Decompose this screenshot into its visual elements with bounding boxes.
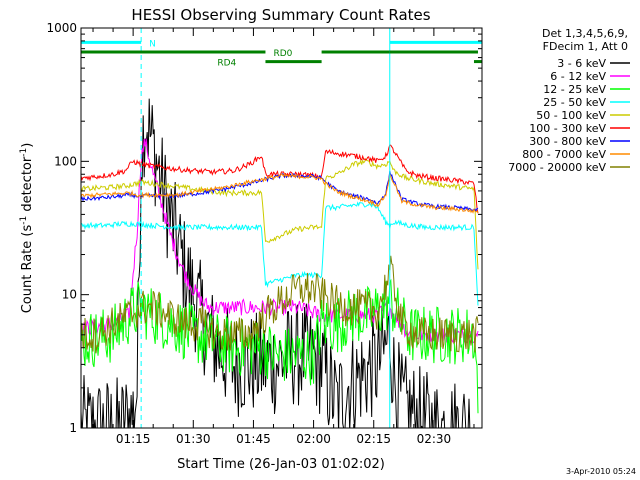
mode-label-n: N (149, 39, 156, 49)
y-axis-label-main: Count Rate (s (20, 225, 35, 314)
y-axis-label: Count Rate (s-1 detector-1) (19, 143, 35, 314)
x-tick-label: 01:30 (176, 432, 211, 446)
plot-overlays: N RD0 RD4 (81, 28, 483, 428)
legend-label: 50 - 100 keV (536, 109, 606, 122)
legend-header-line-2: FDecim 1, Att 0 (543, 40, 628, 53)
chart-title: HESSI Observing Summary Count Rates (131, 6, 430, 24)
mode-label-rd4: RD4 (217, 59, 236, 69)
y-tick-label: 1 (69, 421, 77, 435)
x-tick-label: 01:15 (116, 432, 151, 446)
x-tick-label: 02:15 (356, 432, 391, 446)
y-tick-label: 10 (62, 288, 77, 302)
plot-series (81, 98, 479, 428)
legend-label: 3 - 6 keV (557, 57, 606, 70)
y-tick-label: 1000 (46, 21, 77, 35)
y-axis-label-exp2: -1 (19, 148, 29, 157)
legend-label: 300 - 800 keV (529, 135, 606, 148)
legend-label: 7000 - 20000 keV (508, 161, 606, 174)
x-tick-label: 02:00 (296, 432, 331, 446)
legend-header-line-1: Det 1,3,4,5,6,9, (542, 27, 628, 40)
y-axis-label-end: ) (20, 143, 35, 148)
series-line-3 (81, 278, 479, 414)
legend-label: 800 - 7000 keV (522, 148, 606, 161)
legend-label: 100 - 300 keV (529, 122, 606, 135)
y-tick-label: 100 (54, 154, 77, 168)
series-line-4 (81, 201, 479, 306)
x-tick-label: 01:45 (236, 432, 271, 446)
legend-label: 12 - 25 keV (543, 83, 606, 96)
footer-date: 3-Apr-2010 05:24 (566, 467, 636, 476)
x-axis-label: Start Time (26-Jan-03 01:02:02) (177, 457, 385, 472)
y-axis-label-mid: detector (20, 156, 35, 216)
series-line-8 (81, 172, 479, 214)
x-tick-label: 02:30 (417, 432, 452, 446)
series-line-9 (81, 255, 479, 354)
y-axis-label-exp1: -1 (19, 216, 29, 225)
y-axis: 1 10 100 1000 (46, 21, 482, 435)
x-axis: 01:15 01:30 01:45 02:00 02:15 02:30 (92, 28, 475, 446)
legend: Det 1,3,4,5,6,9, FDecim 1, Att 0 3 - 6 k… (508, 27, 630, 174)
legend-label: 25 - 50 keV (543, 96, 606, 109)
mode-label-rd0: RD0 (273, 49, 292, 59)
series-line-1 (81, 98, 471, 428)
plot-frame (80, 27, 483, 429)
legend-label: 6 - 12 keV (550, 70, 606, 83)
